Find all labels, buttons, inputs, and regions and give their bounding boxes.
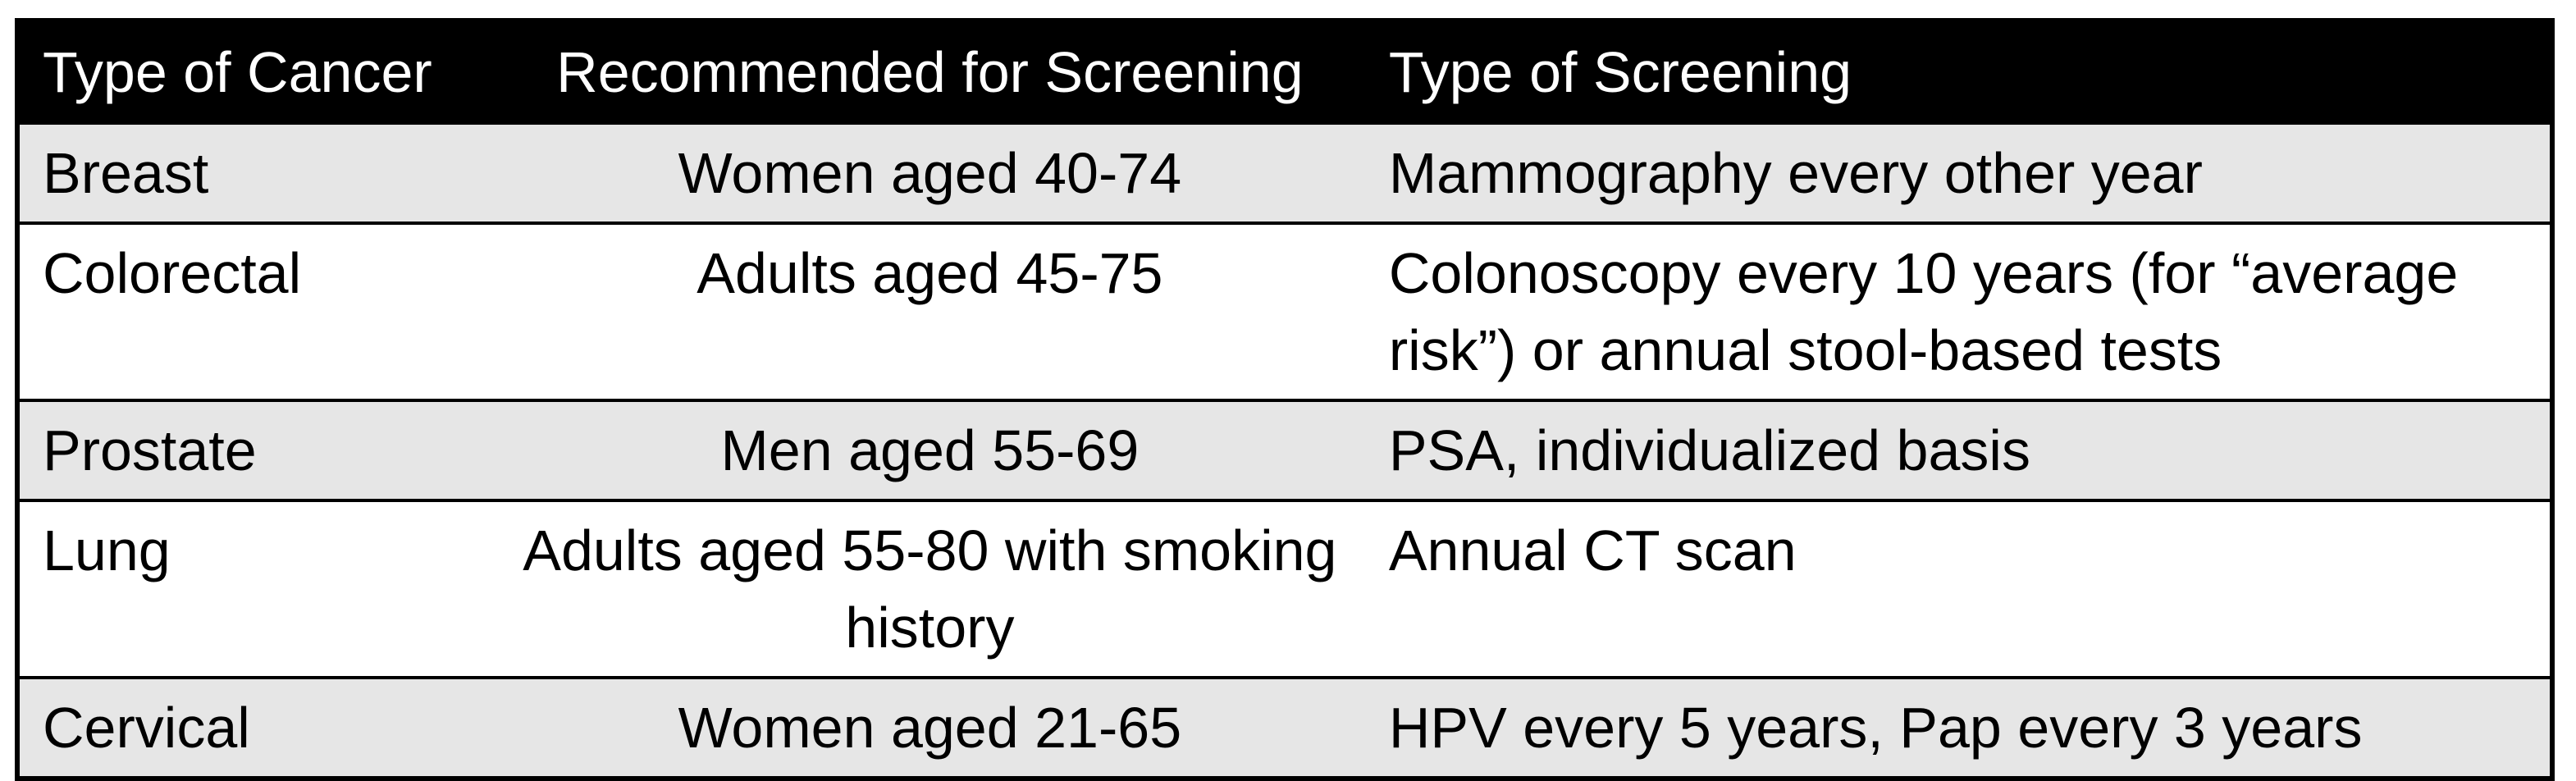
cell-screening-type: Annual CT scan: [1365, 499, 2552, 679]
cancer-screening-table-container: Type of Cancer Recommended for Screening…: [15, 18, 2555, 781]
table-row-prostate: Prostate Men aged 55-69 PSA, individuali…: [17, 399, 2552, 502]
column-header-type-of-cancer: Type of Cancer: [17, 21, 494, 123]
column-header-recommended-for-screening: Recommended for Screening: [493, 21, 1366, 123]
cell-recommended-population: Adults aged 45-75: [493, 222, 1366, 402]
table-row-lung: Lung Adults aged 55-80 with smoking hist…: [17, 499, 2552, 679]
table-row-colorectal: Colorectal Adults aged 45-75 Colonoscopy…: [17, 222, 2552, 402]
cell-recommended-population: Adults aged 55-80 with smoking history: [493, 499, 1366, 679]
cell-screening-type: PSA, individualized basis: [1365, 399, 2552, 502]
cell-cancer-type: Lung: [17, 499, 494, 679]
cell-screening-type: HPV every 5 years, Pap every 3 years: [1365, 676, 2552, 780]
cell-screening-type: Mammography every other year: [1365, 121, 2552, 225]
column-header-type-of-screening: Type of Screening: [1365, 21, 2552, 123]
table-row-breast: Breast Women aged 40-74 Mammography ever…: [17, 121, 2552, 225]
cell-recommended-population: Women aged 40-74: [493, 121, 1366, 225]
cell-recommended-population: Men aged 55-69: [493, 399, 1366, 502]
cell-recommended-population: Women aged 21-65: [493, 676, 1366, 780]
cell-cancer-type: Cervical: [17, 676, 494, 780]
table-row-cervical: Cervical Women aged 21-65 HPV every 5 ye…: [17, 676, 2552, 780]
cell-cancer-type: Colorectal: [17, 222, 494, 402]
cancer-screening-table: Type of Cancer Recommended for Screening…: [15, 18, 2555, 781]
header-row: Type of Cancer Recommended for Screening…: [17, 21, 2552, 123]
cell-screening-type: Colonoscopy every 10 years (for “average…: [1365, 222, 2552, 402]
cell-cancer-type: Prostate: [17, 399, 494, 502]
cell-cancer-type: Breast: [17, 121, 494, 225]
